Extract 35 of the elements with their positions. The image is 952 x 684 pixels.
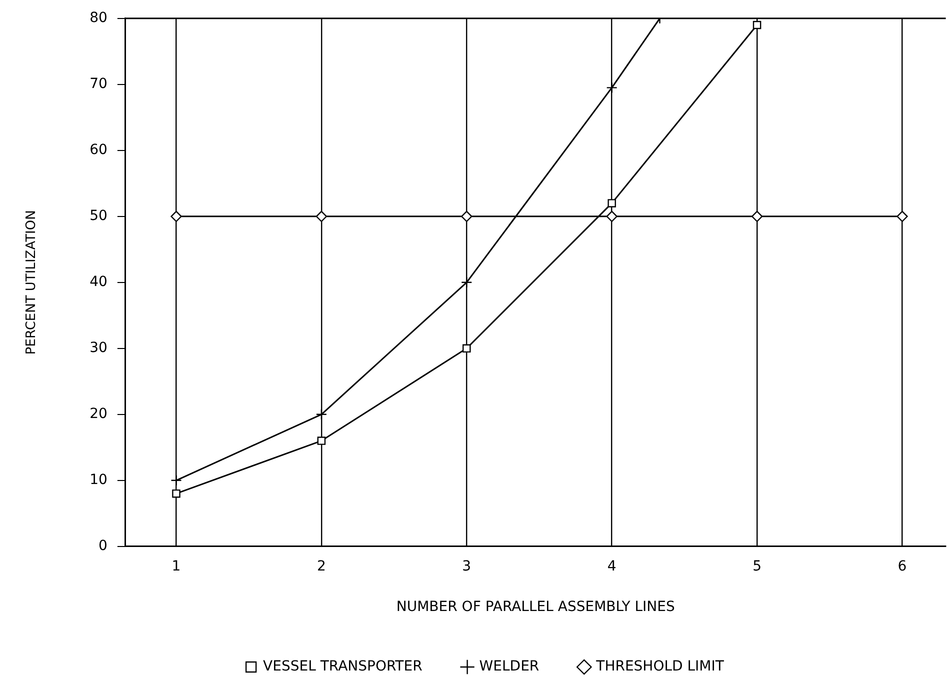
point [461,276,472,288]
point [316,408,328,420]
x-tick-label: 6 [898,558,907,574]
y-tick-label: 60 [90,142,108,158]
point [317,436,326,445]
y-tick-label: 10 [90,472,108,488]
y-tick-label: 40 [90,274,108,290]
x-tick-label: 4 [607,558,616,574]
legend-label: WELDER [479,658,540,675]
y-tick-label: 70 [90,76,108,92]
x-tick-label: 2 [316,558,326,574]
point [608,199,616,208]
y-tick-label: 80 [90,10,108,26]
point [462,344,471,353]
x-tick-label: 5 [752,558,762,574]
point [172,489,180,498]
y-axis-title: PERCENT UTILIZATION [24,210,40,355]
point [170,474,182,486]
point [606,210,618,222]
y-tick-label: 30 [90,340,108,356]
point [752,20,762,30]
point [461,210,472,222]
point [606,82,618,94]
y-tick-label: 50 [90,208,108,224]
y-tick-label: 0 [98,538,108,554]
x-axis-title: NUMBER OF PARALLEL ASSEMBLY LINES [396,599,675,616]
y-tick-label: 20 [90,406,108,422]
point [170,210,182,222]
point [316,210,328,222]
legend-label: THRESHOLD LIMIT [595,658,724,675]
point [896,210,908,222]
x-tick-label: 3 [462,558,472,574]
legend-label: VESSEL TRANSPORTER [263,658,423,675]
x-tick-label: 1 [172,558,181,574]
point [751,210,763,222]
